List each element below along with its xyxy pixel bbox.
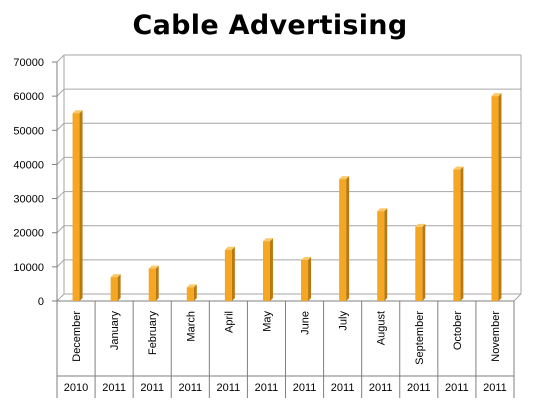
bar-side bbox=[231, 246, 235, 301]
gridline-side bbox=[56, 225, 65, 234]
gridline-side bbox=[56, 191, 65, 199]
bar-top bbox=[224, 246, 235, 250]
bar-top bbox=[262, 238, 273, 242]
bar bbox=[224, 246, 235, 301]
bar bbox=[339, 176, 350, 301]
bar-top bbox=[110, 274, 121, 278]
y-tick-label: 30000 bbox=[13, 194, 44, 206]
bar-front bbox=[339, 179, 347, 301]
x-category-label: February bbox=[147, 311, 159, 356]
bar-side bbox=[346, 176, 350, 301]
bar-top bbox=[186, 284, 197, 288]
bar bbox=[262, 238, 273, 301]
bar-side bbox=[384, 208, 388, 301]
bar bbox=[148, 265, 159, 301]
floor-edge bbox=[513, 293, 522, 302]
bar-top bbox=[339, 176, 350, 180]
x-year-label: 2011 bbox=[331, 382, 355, 394]
x-year-label: 2011 bbox=[217, 382, 241, 394]
gridline-side bbox=[56, 88, 65, 97]
bar-front bbox=[415, 226, 423, 301]
bar bbox=[110, 274, 121, 301]
bar-front bbox=[224, 249, 232, 301]
bar bbox=[186, 284, 197, 301]
x-category-label: April bbox=[223, 311, 235, 333]
bar-top bbox=[72, 110, 83, 114]
bar bbox=[491, 93, 502, 302]
gridline-side bbox=[56, 293, 65, 302]
x-year-label: 2011 bbox=[483, 382, 507, 394]
x-year-label: 2010 bbox=[64, 382, 88, 394]
x-category-label: November bbox=[490, 311, 502, 362]
bar-side bbox=[117, 274, 121, 301]
bar-front bbox=[186, 287, 194, 301]
bar-front bbox=[72, 113, 80, 301]
gridline-side bbox=[56, 122, 65, 131]
bar-top bbox=[415, 223, 426, 227]
x-category-label: March bbox=[185, 311, 197, 342]
x-year-label: 2011 bbox=[293, 382, 317, 394]
bar-front bbox=[377, 211, 385, 301]
bar-side bbox=[308, 257, 312, 301]
x-year-label: 2011 bbox=[140, 382, 164, 394]
x-category-label: October bbox=[452, 311, 464, 350]
x-category-label: September bbox=[414, 311, 426, 365]
gridline-side bbox=[56, 157, 65, 165]
gridline-side bbox=[56, 259, 65, 268]
bar-top bbox=[491, 93, 502, 97]
x-year-label: 2011 bbox=[407, 382, 431, 394]
x-year-label: 2011 bbox=[369, 382, 393, 394]
chart-title: Cable Advertising bbox=[132, 10, 408, 41]
bar-series bbox=[72, 93, 502, 302]
x-category-label: May bbox=[261, 311, 273, 332]
y-tick-label: 50000 bbox=[13, 125, 44, 137]
y-tick-label: 40000 bbox=[13, 159, 44, 171]
bar-side bbox=[269, 238, 273, 301]
x-category-label: January bbox=[109, 311, 121, 351]
x-year-label: 2011 bbox=[255, 382, 279, 394]
bar-side bbox=[193, 284, 197, 301]
axes bbox=[52, 55, 522, 398]
x-category-label: August bbox=[376, 311, 388, 345]
bar-top bbox=[148, 265, 159, 269]
bar-front bbox=[453, 169, 461, 301]
bar-side bbox=[498, 93, 502, 302]
bar-front bbox=[491, 96, 499, 302]
x-category-label: July bbox=[338, 311, 350, 331]
bar-side bbox=[422, 223, 426, 301]
y-tick-label: 60000 bbox=[13, 91, 44, 103]
x-category-label: December bbox=[71, 311, 83, 362]
bar bbox=[377, 208, 388, 301]
y-tick-label: 10000 bbox=[13, 262, 44, 274]
bar-top bbox=[377, 208, 388, 212]
axis-labels: 0 10000 20000 30000 40000 50000 60000 70000 Dece… bbox=[13, 57, 506, 394]
bar-front bbox=[110, 277, 118, 301]
gridlines bbox=[56, 54, 521, 302]
bar-side bbox=[460, 166, 464, 301]
x-year-label: 2011 bbox=[178, 382, 202, 394]
bar bbox=[72, 110, 83, 301]
bar-side bbox=[155, 265, 159, 301]
gridline-side bbox=[56, 54, 65, 63]
bar bbox=[301, 257, 312, 301]
y-tick-label: 20000 bbox=[13, 228, 44, 240]
x-year-label: 2011 bbox=[445, 382, 469, 394]
bar-side bbox=[79, 110, 83, 301]
bar-front bbox=[148, 268, 156, 301]
bar bbox=[415, 223, 426, 301]
y-tick-label: 0 bbox=[38, 296, 44, 308]
x-year-label: 2011 bbox=[102, 382, 126, 394]
bar-top bbox=[301, 257, 312, 261]
bar-front bbox=[262, 241, 270, 301]
bar-top bbox=[453, 166, 464, 170]
y-tick-label: 70000 bbox=[13, 57, 44, 69]
bar bbox=[453, 166, 464, 301]
x-category-label: June bbox=[300, 311, 312, 335]
bar-front bbox=[301, 260, 309, 301]
